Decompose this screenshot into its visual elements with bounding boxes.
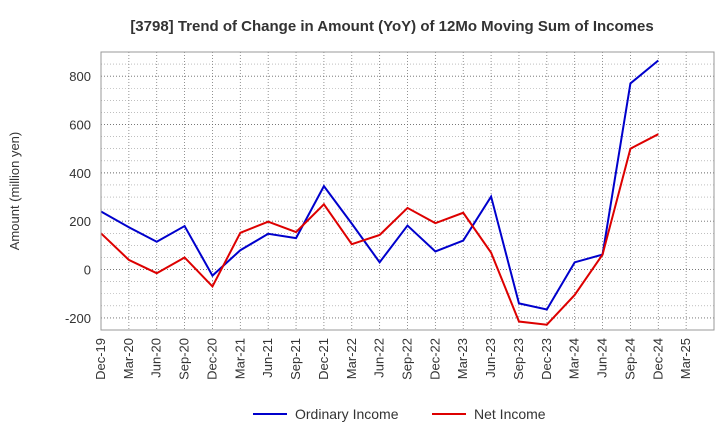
- x-tick-label: Sep-23: [511, 338, 526, 380]
- y-tick-label: 800: [69, 69, 91, 84]
- y-tick-label: -200: [65, 311, 91, 326]
- legend-label: Net Income: [474, 406, 546, 422]
- x-tick-label: Dec-24: [650, 338, 665, 380]
- legend: Ordinary Income Net Income: [253, 406, 546, 422]
- x-tick-label: Mar-24: [567, 338, 582, 379]
- x-tick-label: Mar-23: [455, 338, 470, 379]
- x-tick-label: Sep-21: [288, 338, 303, 380]
- x-tick-label: Dec-22: [427, 338, 442, 380]
- y-tick-label: 600: [69, 118, 91, 133]
- y-axis-label: Amount (million yen): [7, 132, 22, 251]
- y-tick-label: 0: [84, 263, 91, 278]
- series-line-0: [100, 59, 659, 311]
- x-tick-label: Jun-24: [595, 338, 610, 378]
- x-tick-label: Sep-22: [400, 338, 415, 380]
- x-tick-label: Dec-20: [204, 338, 219, 380]
- x-tick-label: Mar-20: [121, 338, 136, 379]
- y-axis-ticks: -200 0 200 400 600 800: [65, 69, 91, 326]
- legend-label: Ordinary Income: [295, 406, 399, 422]
- series-line-1: [100, 133, 659, 326]
- x-tick-label: Jun-22: [372, 338, 387, 378]
- x-tick-label: Jun-21: [260, 338, 275, 378]
- x-tick-label: Sep-20: [177, 338, 192, 380]
- grid-lines: [101, 52, 714, 330]
- x-tick-label: Mar-25: [678, 338, 693, 379]
- plot-area: [100, 51, 715, 331]
- x-tick-label: Mar-22: [344, 338, 359, 379]
- x-axis-ticks: Dec-19 Mar-20 Jun-20 Sep-20 Dec-20 Mar-21 Jun-…: [93, 338, 693, 380]
- chart-title: [3798] Trend of Change in Amount (YoY) o…: [130, 18, 653, 35]
- x-tick-label: Mar-21: [232, 338, 247, 379]
- y-tick-label: 400: [69, 166, 91, 181]
- plot-border: [100, 51, 715, 331]
- x-tick-label: Jun-23: [483, 338, 498, 378]
- series-lines: [100, 59, 659, 326]
- x-tick-label: Dec-19: [93, 338, 108, 380]
- y-tick-label: 200: [69, 214, 91, 229]
- x-tick-label: Sep-24: [622, 338, 637, 380]
- x-tick-label: Jun-20: [149, 338, 164, 378]
- x-tick-label: Dec-21: [316, 338, 331, 380]
- x-tick-label: Dec-23: [539, 338, 554, 380]
